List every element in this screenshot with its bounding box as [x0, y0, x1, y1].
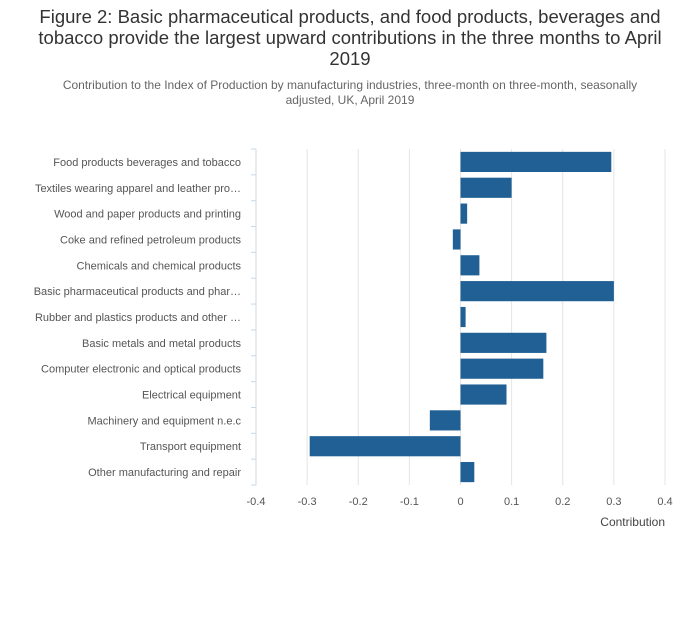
category-label: Wood and paper products and printing — [54, 209, 241, 221]
category-label: Chemicals and chemical products — [77, 260, 242, 272]
chart-title: Figure 2: Basic pharmaceutical products,… — [38, 6, 662, 69]
y-axis — [251, 148, 257, 486]
category-label: Coke and refined petroleum products — [60, 234, 241, 246]
category-label: Basic pharmaceutical products and phar… — [34, 286, 241, 298]
bar[interactable] — [460, 281, 614, 302]
chart-subtitle: Contribution to the Index of Production … — [62, 78, 638, 107]
bar[interactable] — [460, 203, 468, 224]
x-tick-label: 0 — [457, 496, 463, 508]
bar[interactable] — [460, 151, 612, 173]
category-label: Rubber and plastics products and other … — [35, 312, 241, 324]
bar[interactable] — [460, 332, 547, 353]
category-label: Machinery and equipment n.e.c — [88, 415, 242, 427]
x-tick-label: -0.1 — [400, 496, 419, 508]
bar[interactable] — [460, 461, 475, 483]
gridlines — [306, 149, 666, 485]
bars — [309, 151, 614, 483]
x-tick-label: -0.4 — [247, 496, 266, 508]
category-label: Computer electronic and optical products — [41, 364, 241, 376]
category-labels: Food products beverages and tobacco Texti… — [34, 157, 242, 479]
bar[interactable] — [460, 306, 466, 328]
x-axis-title: Contribution — [600, 515, 665, 529]
category-label: Electrical equipment — [142, 390, 241, 402]
category-label: Basic metals and metal products — [82, 338, 241, 350]
x-tick-label: 0.4 — [657, 496, 672, 508]
category-label: Other manufacturing and repair — [88, 467, 241, 479]
x-tick-label: 0.2 — [555, 496, 570, 508]
x-tick-label: -0.3 — [298, 496, 317, 508]
bar[interactable] — [452, 229, 461, 250]
bar[interactable] — [460, 255, 480, 276]
x-tick-labels: -0.4 -0.3 -0.2 -0.1 0 0.1 0.2 0.3 0.4 — [247, 496, 673, 508]
bar[interactable] — [309, 436, 461, 457]
category-label: Food products beverages and tobacco — [53, 157, 241, 169]
x-tick-label: 0.1 — [504, 496, 519, 508]
category-label: Textiles wearing apparel and leather pro… — [35, 183, 241, 195]
bar[interactable] — [460, 177, 512, 198]
bar[interactable] — [460, 358, 544, 379]
bar[interactable] — [460, 384, 507, 405]
x-tick-label: 0.3 — [606, 496, 621, 508]
bar[interactable] — [429, 410, 461, 431]
category-label: Transport equipment — [140, 441, 241, 453]
x-tick-label: -0.2 — [349, 496, 368, 508]
